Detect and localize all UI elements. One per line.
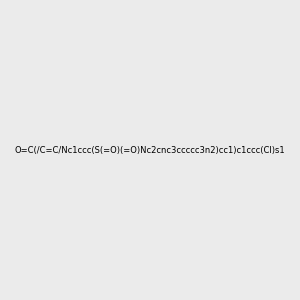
- Text: O=C(/C=C/Nc1ccc(S(=O)(=O)Nc2cnc3ccccc3n2)cc1)c1ccc(Cl)s1: O=C(/C=C/Nc1ccc(S(=O)(=O)Nc2cnc3ccccc3n2…: [15, 146, 285, 154]
